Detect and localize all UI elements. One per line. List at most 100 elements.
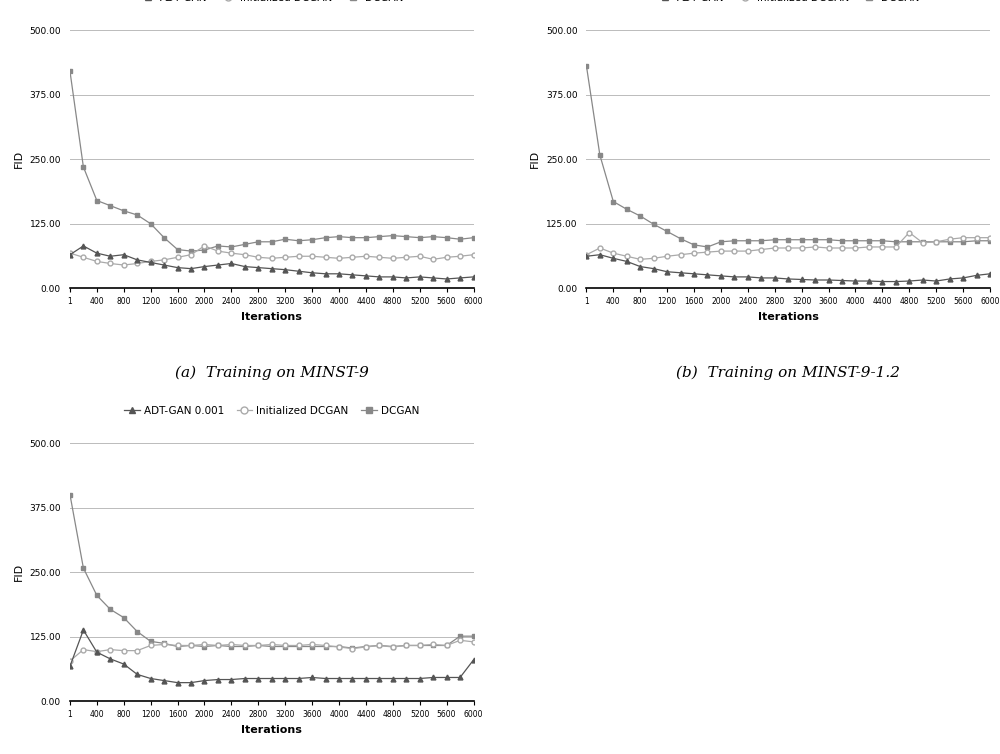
Initialized DCGAN [441, 253, 453, 262]
Initialized DCGAN [104, 645, 116, 654]
DCGAN [809, 235, 821, 244]
Initialized DCGAN [387, 254, 399, 263]
DCGAN [279, 234, 291, 244]
Initialized DCGAN [239, 641, 251, 650]
Initialized DCGAN [360, 252, 372, 261]
DCGAN [333, 642, 345, 651]
Initialized DCGAN [580, 250, 592, 259]
Initialized DCGAN [957, 233, 969, 242]
Initialized DCGAN [414, 641, 426, 650]
Line: DCGAN: DCGAN [68, 492, 476, 651]
ADT-GAN [346, 271, 358, 280]
Line: ADT-GAN 0.001: ADT-GAN 0.001 [68, 627, 476, 685]
Text: (b)  Training on MINST-9-1.2: (b) Training on MINST-9-1.2 [676, 366, 900, 380]
ADT-GAN 0.001 [427, 673, 439, 682]
Initialized DCGAN [252, 641, 264, 650]
ADT-GAN [903, 277, 915, 286]
DCGAN [675, 234, 687, 244]
DCGAN [212, 241, 224, 250]
DCGAN [320, 233, 332, 242]
ADT-GAN 0.001 [198, 676, 210, 685]
Initialized DCGAN [293, 252, 305, 261]
DCGAN [145, 219, 157, 228]
Initialized DCGAN [172, 641, 184, 650]
DCGAN [306, 642, 318, 651]
DCGAN [427, 641, 439, 650]
Initialized DCGAN [279, 641, 291, 650]
ADT-GAN [77, 241, 89, 250]
DCGAN [172, 642, 184, 651]
DCGAN [769, 235, 781, 244]
DCGAN [293, 236, 305, 245]
Initialized DCGAN [346, 253, 358, 262]
ADT-GAN 0.001 [454, 673, 466, 682]
Initialized DCGAN [306, 640, 318, 649]
Initialized DCGAN [715, 247, 727, 256]
DCGAN [594, 151, 606, 160]
ADT-GAN 0.001 [104, 654, 116, 664]
ADT-GAN [957, 274, 969, 283]
ADT-GAN [441, 274, 453, 284]
Text: (a)  Training on MINST-9: (a) Training on MINST-9 [175, 366, 369, 380]
Initialized DCGAN [400, 253, 412, 262]
ADT-GAN [971, 271, 983, 280]
Initialized DCGAN [64, 249, 76, 258]
DCGAN [172, 245, 184, 254]
DCGAN [239, 240, 251, 249]
DCGAN [131, 627, 143, 636]
Initialized DCGAN [468, 637, 480, 646]
Initialized DCGAN [903, 228, 915, 237]
ADT-GAN 0.001 [320, 674, 332, 683]
DCGAN [876, 236, 888, 245]
Initialized DCGAN [158, 256, 170, 265]
Initialized DCGAN [971, 233, 983, 242]
Initialized DCGAN [675, 250, 687, 259]
DCGAN [580, 62, 592, 71]
DCGAN [158, 233, 170, 242]
ADT-GAN [675, 268, 687, 277]
ADT-GAN [360, 271, 372, 280]
Initialized DCGAN [185, 641, 197, 650]
DCGAN [346, 643, 358, 652]
ADT-GAN [984, 269, 996, 278]
ADT-GAN 0.001 [387, 674, 399, 683]
Initialized DCGAN [346, 644, 358, 653]
ADT-GAN 0.001 [172, 678, 184, 687]
ADT-GAN 0.001 [118, 660, 130, 669]
ADT-GAN [198, 262, 210, 271]
Initialized DCGAN [387, 642, 399, 651]
ADT-GAN [427, 274, 439, 283]
Initialized DCGAN [876, 243, 888, 252]
DCGAN [742, 236, 754, 245]
ADT-GAN [836, 276, 848, 285]
Initialized DCGAN [145, 257, 157, 266]
Initialized DCGAN [634, 255, 646, 264]
Initialized DCGAN [688, 249, 700, 258]
DCGAN [863, 236, 875, 245]
Initialized DCGAN [77, 253, 89, 262]
Legend: ADT-GAN 0.001, Initialized DCGAN, DCGAN: ADT-GAN 0.001, Initialized DCGAN, DCGAN [120, 402, 424, 420]
Initialized DCGAN [468, 250, 480, 259]
ADT-GAN [944, 274, 956, 284]
ADT-GAN 0.001 [360, 674, 372, 683]
Line: ADT-GAN: ADT-GAN [584, 253, 992, 284]
Initialized DCGAN [823, 244, 835, 253]
DCGAN [782, 235, 794, 244]
Initialized DCGAN [185, 250, 197, 259]
ADT-GAN [782, 274, 794, 284]
Initialized DCGAN [836, 244, 848, 253]
ADT-GAN [876, 277, 888, 286]
ADT-GAN [688, 269, 700, 278]
DCGAN [158, 639, 170, 648]
ADT-GAN [890, 277, 902, 286]
Line: DCGAN: DCGAN [68, 69, 476, 253]
ADT-GAN [634, 262, 646, 271]
DCGAN [454, 632, 466, 641]
DCGAN [468, 632, 480, 641]
Initialized DCGAN [118, 646, 130, 655]
Initialized DCGAN [373, 253, 385, 262]
ADT-GAN 0.001 [293, 674, 305, 683]
ADT-GAN [333, 269, 345, 278]
ADT-GAN 0.001 [225, 675, 237, 684]
ADT-GAN [239, 262, 251, 271]
